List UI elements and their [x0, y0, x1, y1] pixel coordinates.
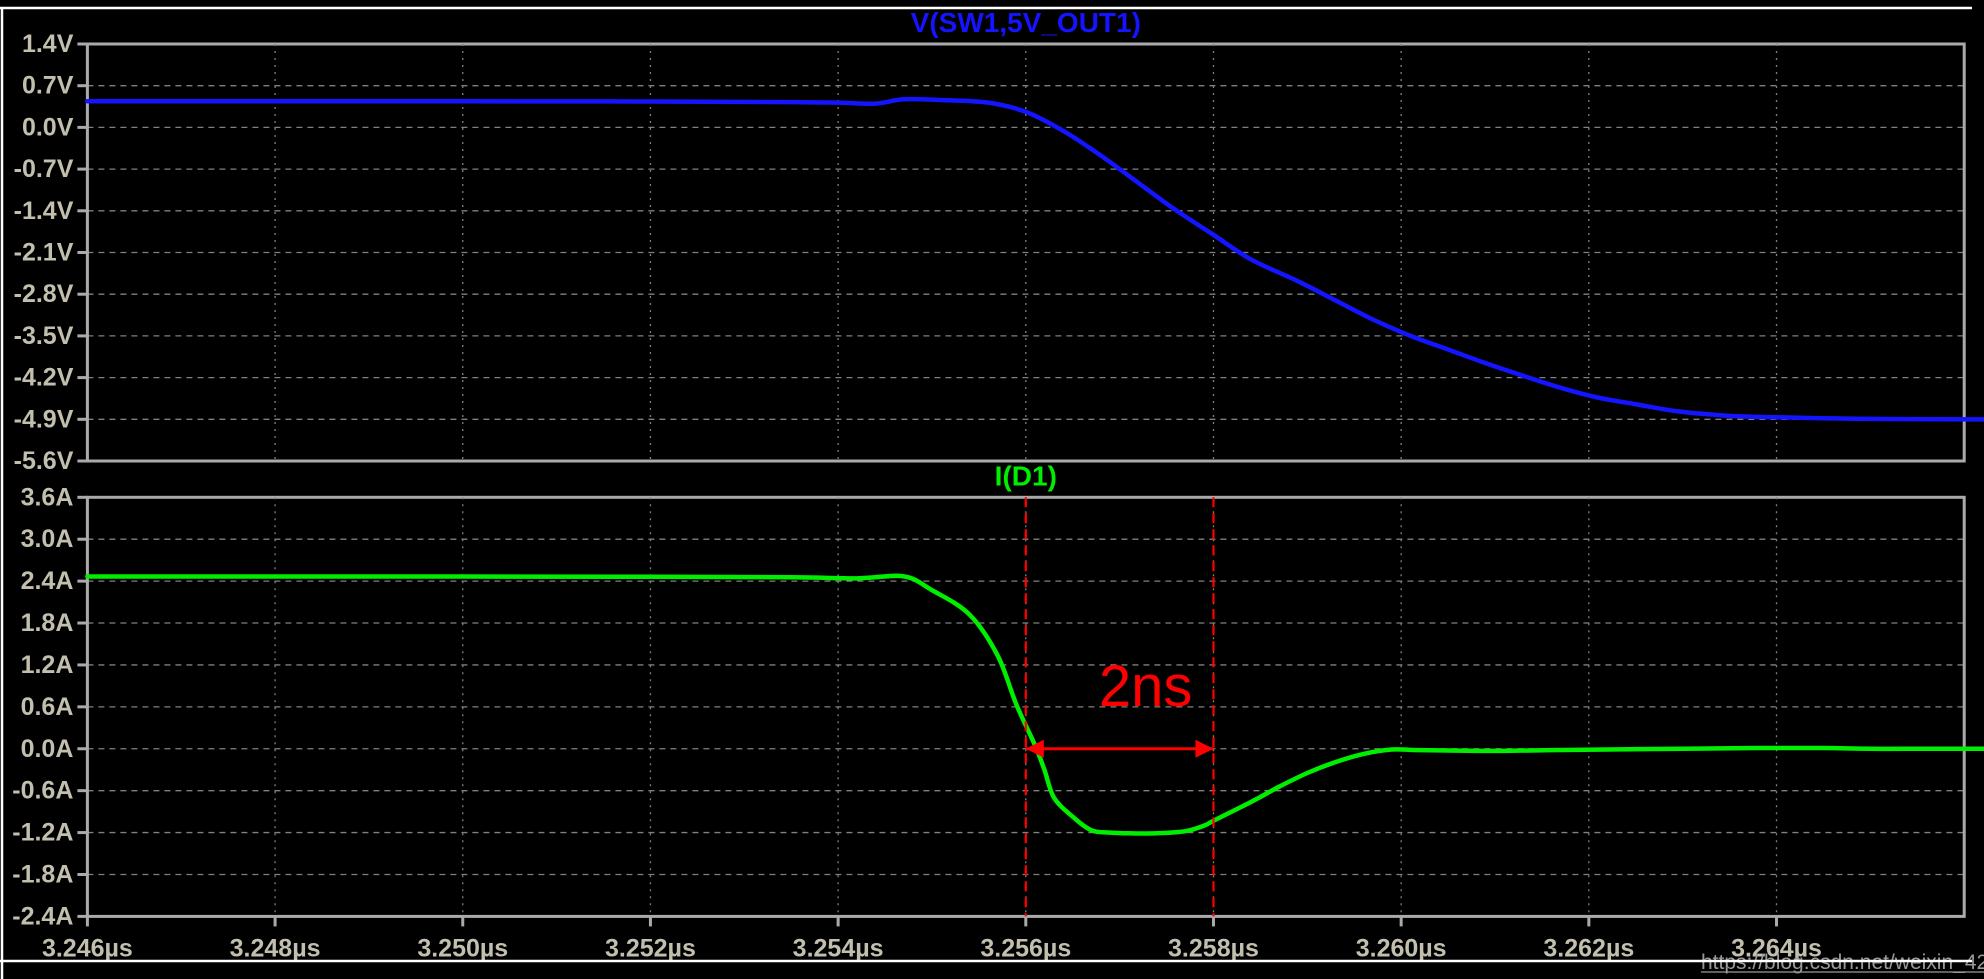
- svg-text:-1.8A: -1.8A: [12, 860, 73, 888]
- svg-text:-5.6V: -5.6V: [14, 447, 74, 475]
- svg-text:-0.6A: -0.6A: [12, 777, 73, 805]
- svg-text:-3.5V: -3.5V: [14, 322, 74, 350]
- svg-text:-4.9V: -4.9V: [14, 405, 74, 433]
- svg-text:-2.1V: -2.1V: [14, 239, 74, 267]
- svg-text:0.0V: 0.0V: [22, 113, 74, 141]
- svg-text:V(SW1,5V_OUT1): V(SW1,5V_OUT1): [911, 7, 1141, 38]
- svg-text:3.6A: 3.6A: [21, 483, 74, 511]
- svg-text:0.7V: 0.7V: [22, 72, 74, 100]
- svg-text:3.0A: 3.0A: [21, 525, 74, 553]
- svg-text:https://blog.csdn.net/weixin_4: https://blog.csdn.net/weixin_42005993: [1701, 951, 1984, 974]
- svg-text:3.254µs: 3.254µs: [793, 934, 884, 962]
- svg-text:3.246µs: 3.246µs: [42, 934, 133, 962]
- svg-text:-1.2A: -1.2A: [12, 819, 73, 847]
- svg-text:-0.7V: -0.7V: [14, 155, 74, 183]
- svg-text:I(D1): I(D1): [995, 460, 1057, 491]
- svg-text:3.258µs: 3.258µs: [1168, 934, 1259, 962]
- svg-text:-2.4A: -2.4A: [12, 902, 73, 930]
- svg-text:3.250µs: 3.250µs: [417, 934, 508, 962]
- svg-text:-1.4V: -1.4V: [14, 197, 74, 225]
- svg-text:1.2A: 1.2A: [21, 651, 74, 679]
- svg-text:1.4V: 1.4V: [22, 30, 74, 58]
- svg-text:3.248µs: 3.248µs: [230, 934, 321, 962]
- svg-text:3.260µs: 3.260µs: [1356, 934, 1447, 962]
- svg-text:0.6A: 0.6A: [21, 693, 74, 721]
- svg-text:0.0A: 0.0A: [21, 735, 74, 763]
- svg-text:2.4A: 2.4A: [21, 567, 74, 595]
- svg-text:-4.2V: -4.2V: [14, 364, 74, 392]
- svg-text:3.256µs: 3.256µs: [980, 934, 1071, 962]
- svg-text:3.262µs: 3.262µs: [1543, 934, 1634, 962]
- svg-text:3.252µs: 3.252µs: [605, 934, 696, 962]
- svg-text:2ns: 2ns: [1099, 654, 1193, 719]
- svg-text:-2.8V: -2.8V: [14, 280, 74, 308]
- svg-text:1.8A: 1.8A: [21, 609, 74, 637]
